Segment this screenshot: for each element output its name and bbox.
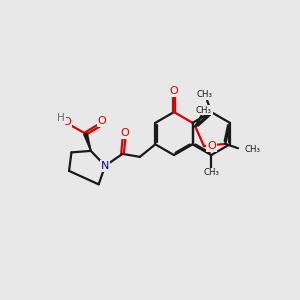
Text: N: N <box>101 161 110 171</box>
Text: CH₃: CH₃ <box>203 169 219 178</box>
Polygon shape <box>84 133 91 151</box>
Text: O: O <box>120 128 129 138</box>
Text: O: O <box>207 141 216 151</box>
Text: O: O <box>98 116 106 126</box>
Text: CH₃: CH₃ <box>244 145 261 154</box>
Text: CH₃: CH₃ <box>197 90 213 99</box>
Text: H: H <box>57 113 65 123</box>
Text: CH₃: CH₃ <box>196 106 212 115</box>
Text: O: O <box>62 117 71 127</box>
Text: O: O <box>169 86 178 97</box>
